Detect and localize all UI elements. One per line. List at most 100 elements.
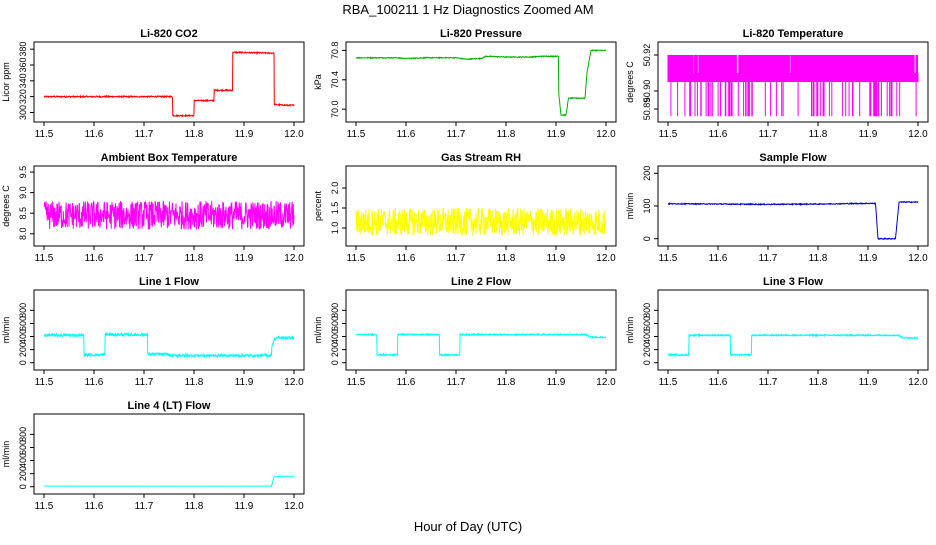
panel-frame [33, 289, 305, 371]
x-tick-label: 11.5 [35, 129, 54, 140]
y-tick-label: 70.4 [330, 71, 340, 89]
panel-ylabel: ml/min [625, 317, 635, 344]
x-tick-label: 11.7 [447, 129, 466, 140]
x-tick-label: 11.9 [235, 253, 254, 264]
x-tick-label: 11.7 [135, 129, 154, 140]
y-tick-label: 400 [18, 329, 28, 344]
panel-grid: Li-820 CO2 Licor ppm 11.5 11.6 11.7 11.8 11.9 1… [1, 28, 929, 512]
x-tick-label: 12.0 [596, 129, 616, 140]
x-tick-label: 11.9 [859, 377, 878, 388]
panel-title: Sample Flow [759, 152, 827, 164]
y-tick-label: 380 [18, 42, 28, 57]
x-tick-label: 12.0 [284, 501, 304, 512]
x-tick-label: 11.8 [497, 129, 516, 140]
x-tick-label: 11.5 [35, 501, 54, 512]
y-tick-label: 1.5 [330, 202, 340, 215]
x-tick-label: 11.9 [235, 377, 254, 388]
y-tick-label: 400 [330, 329, 340, 344]
panel-line-2-flow: Line 2 Flow ml/min 11.5 11.6 11.7 11.8 11.9 12.… [313, 276, 617, 388]
panel-title: Ambient Box Temperature [101, 152, 238, 164]
x-tick-label: 11.6 [85, 377, 104, 388]
x-tick-label: 12.0 [908, 129, 928, 140]
y-tick-label: 320 [18, 89, 28, 104]
series-line [43, 50, 295, 118]
y-tick-label: 50.89 [642, 98, 652, 121]
x-tick-label: 12.0 [908, 253, 928, 264]
y-tick-label: 200 [642, 166, 652, 181]
x-tick-label: 11.5 [35, 377, 54, 388]
x-tick-label: 11.7 [447, 253, 466, 264]
y-tick-label: 9.5 [18, 166, 28, 179]
y-tick-label: 400 [18, 453, 28, 468]
y-tick-label: 800 [642, 303, 652, 318]
panel-li-820-temperature: Li-820 Temperature degrees C 11.5 11.6 11.7 1… [625, 28, 929, 140]
panel-ylabel: ml/min [1, 441, 11, 468]
x-tick-label: 11.8 [185, 501, 204, 512]
x-tick-label: 11.7 [135, 501, 154, 512]
x-tick-label: 11.7 [135, 377, 154, 388]
panel-frame [657, 289, 929, 371]
x-tick-label: 11.8 [185, 377, 204, 388]
series-line [43, 331, 295, 359]
y-tick-label: 8.5 [18, 207, 28, 220]
series-line [355, 332, 607, 358]
y-tick-label: 400 [642, 329, 652, 344]
y-tick-label: 800 [18, 427, 28, 442]
x-tick-label: 11.6 [85, 501, 104, 512]
series-line [355, 207, 607, 237]
y-tick-label: 50.92 [642, 44, 652, 67]
x-tick-label: 12.0 [596, 377, 616, 388]
x-tick-label: 11.6 [397, 253, 416, 264]
y-tick-label: 70.8 [330, 42, 340, 60]
x-tick-label: 11.6 [85, 129, 104, 140]
x-tick-label: 11.7 [759, 377, 778, 388]
x-tick-label: 12.0 [596, 253, 616, 264]
x-tick-label: 11.7 [447, 377, 466, 388]
y-tick-label: 200 [330, 342, 340, 357]
panel-frame [345, 289, 617, 371]
panel-line-4-lt-flow: Line 4 (LT) Flow ml/min 11.5 11.6 11.7 11.8 11… [1, 400, 305, 512]
y-tick-label: 340 [18, 73, 28, 88]
panel-li-820-pressure: Li-820 Pressure kPa 11.5 11.6 11.7 11.8 11.9 12… [313, 28, 617, 140]
panel-gas-stream-rh: Gas Stream RH percent 11.5 11.6 11.7 11.8 11.9… [313, 152, 617, 264]
y-tick-label: 50.90 [642, 80, 652, 103]
y-tick-label: 8.0 [18, 228, 28, 241]
y-tick-label: 200 [18, 466, 28, 481]
x-tick-label: 11.9 [547, 129, 566, 140]
panel-ylabel: degrees C [625, 61, 635, 103]
panel-ylabel: kPa [313, 74, 323, 90]
x-tick-label: 11.9 [235, 129, 254, 140]
x-tick-label: 11.8 [497, 377, 516, 388]
y-tick-label: 0 [330, 360, 340, 365]
x-tick-label: 12.0 [284, 253, 304, 264]
x-tick-label: 12.0 [284, 129, 304, 140]
panel-title: Li-820 Temperature [743, 28, 844, 40]
x-tick-label: 11.5 [659, 377, 678, 388]
x-tick-label: 12.0 [284, 377, 304, 388]
x-tick-label: 11.7 [759, 129, 778, 140]
x-tick-label: 11.8 [809, 253, 828, 264]
series-line [667, 200, 919, 241]
x-tick-label: 11.5 [347, 253, 366, 264]
y-tick-label: 100 [642, 198, 652, 213]
panel-frame [345, 165, 617, 247]
panel-frame [33, 41, 305, 123]
y-tick-label: 800 [18, 303, 28, 318]
y-tick-label: 1.0 [330, 222, 340, 235]
panel-title: Line 4 (LT) Flow [128, 400, 211, 412]
y-tick-label: 200 [642, 342, 652, 357]
panel-frame [657, 41, 929, 123]
x-tick-label: 11.6 [709, 377, 728, 388]
figure-xlabel: Hour of Day (UTC) [414, 519, 522, 534]
x-tick-label: 11.7 [135, 253, 154, 264]
x-tick-label: 11.9 [235, 501, 254, 512]
x-tick-label: 11.6 [709, 253, 728, 264]
y-tick-label: 800 [330, 303, 340, 318]
y-tick-label: 2.0 [330, 182, 340, 195]
x-tick-label: 11.6 [397, 129, 416, 140]
x-tick-label: 11.5 [659, 253, 678, 264]
y-tick-label: 600 [18, 316, 28, 331]
x-tick-label: 11.5 [35, 253, 54, 264]
